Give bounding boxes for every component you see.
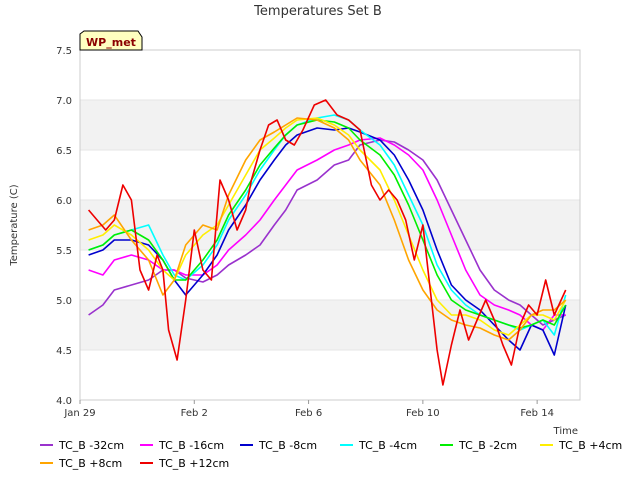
legend-item: TC_B +8cm xyxy=(40,457,140,470)
site-badge-box xyxy=(79,30,143,51)
grid-band xyxy=(80,300,580,350)
grid-band xyxy=(80,100,580,150)
y-tick-label: 4.5 xyxy=(56,346,72,357)
legend-swatch xyxy=(40,462,53,464)
legend-item: TC_B -4cm xyxy=(340,439,440,452)
x-tick-label: Jan 29 xyxy=(63,408,95,419)
x-tick-label: Feb 6 xyxy=(295,408,322,419)
y-tick-label: 4.0 xyxy=(56,396,72,407)
y-axis-label: Temperature (C) xyxy=(9,184,20,266)
legend-row: TC_B -32cm TC_B -16cm TC_B -8cm TC_B -4cm TC… xyxy=(40,436,640,454)
site-badge: WP_met xyxy=(79,30,143,51)
legend-swatch xyxy=(540,444,553,446)
y-tick-label: 6.0 xyxy=(56,196,72,207)
x-tick-label: Feb 10 xyxy=(406,408,440,419)
legend-label: TC_B -2cm xyxy=(459,438,518,452)
legend-label: TC_B +8cm xyxy=(59,456,123,470)
x-axis-label: Time xyxy=(553,426,578,437)
legend-item: TC_B -8cm xyxy=(240,439,340,452)
legend-item: TC_B -16cm xyxy=(140,439,240,452)
legend-item: TC_B -32cm xyxy=(40,439,140,452)
y-tick-label: 6.5 xyxy=(56,146,72,157)
y-tick-label: 7.0 xyxy=(56,96,72,107)
y-tick-label: 5.0 xyxy=(56,296,72,307)
grid-band xyxy=(80,200,580,250)
legend-swatch xyxy=(40,444,53,446)
legend-row: TC_B +8cm TC_B +12cm xyxy=(40,454,640,472)
y-tick-label: 7.5 xyxy=(56,46,72,57)
x-axis-ticks: Jan 29 Feb 2 Feb 6 Feb 10 Feb 14 xyxy=(63,400,554,419)
grid-band xyxy=(80,150,580,200)
legend-item: TC_B +12cm xyxy=(140,457,240,470)
legend: TC_B -32cm TC_B -16cm TC_B -8cm TC_B -4cm TC… xyxy=(40,436,640,472)
legend-label: TC_B -8cm xyxy=(259,438,318,452)
legend-label: TC_B -16cm xyxy=(159,438,225,452)
legend-label: TC_B +4cm xyxy=(559,438,623,452)
grid-band xyxy=(80,50,580,100)
legend-swatch xyxy=(340,444,353,446)
legend-label: TC_B +12cm xyxy=(159,456,230,470)
plot-area-border xyxy=(79,49,581,401)
legend-label: TC_B -32cm xyxy=(59,438,125,452)
legend-label: TC_B -4cm xyxy=(359,438,418,452)
site-badge-label: WP_met xyxy=(86,36,136,49)
series-line-tc-b-2cm xyxy=(88,119,567,329)
legend-item: TC_B +4cm xyxy=(540,439,640,452)
legend-swatch xyxy=(140,444,153,446)
x-tick-label: Feb 2 xyxy=(181,408,208,419)
legend-swatch xyxy=(240,444,253,446)
series-line-tc-b-16cm xyxy=(88,137,566,331)
x-tick-label: Feb 14 xyxy=(520,408,554,419)
series-lines xyxy=(87,99,567,386)
legend-swatch xyxy=(140,462,153,464)
grid-band xyxy=(80,350,580,400)
grid-bands xyxy=(80,50,580,401)
chart-title: Temperatures Set B xyxy=(253,4,382,19)
series-line-tc-b-8cm xyxy=(88,117,567,341)
y-tick-label: 5.5 xyxy=(56,246,72,257)
legend-item: TC_B -2cm xyxy=(440,439,540,452)
series-line-tc-b-12cm xyxy=(87,99,567,386)
legend-swatch xyxy=(440,444,453,446)
y-axis-ticks: 4.0 4.5 5.0 5.5 6.0 6.5 7.0 7.5 xyxy=(56,46,72,407)
